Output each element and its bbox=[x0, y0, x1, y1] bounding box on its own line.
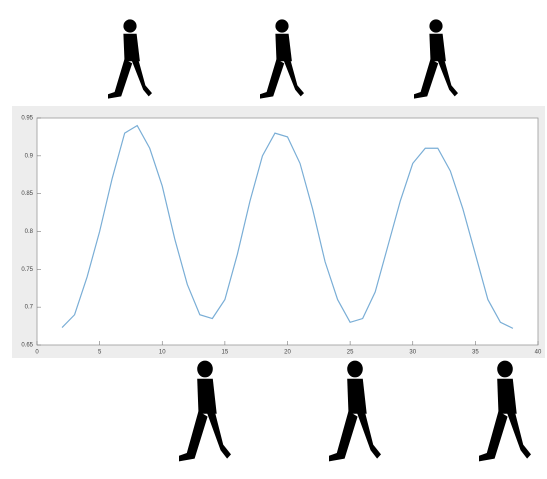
y-tick-label: 0.65 bbox=[21, 343, 33, 349]
y-tick-label: 0.8 bbox=[25, 229, 34, 235]
page: {"chart_data": {"type": "line", "x": [2,… bbox=[0, 0, 547, 479]
chart: 0.650.70.750.80.850.90.95051015202530354… bbox=[0, 0, 547, 479]
x-tick-label: 35 bbox=[472, 350, 479, 356]
walker-silhouette bbox=[414, 19, 458, 98]
walker-silhouette bbox=[479, 361, 531, 462]
y-tick-label: 0.85 bbox=[21, 191, 33, 197]
walker-silhouette bbox=[108, 19, 152, 98]
walker-silhouette bbox=[179, 361, 231, 462]
y-tick-label: 0.75 bbox=[21, 267, 33, 273]
x-tick-label: 15 bbox=[222, 350, 229, 356]
walker-silhouette bbox=[329, 361, 381, 462]
y-tick-label: 0.9 bbox=[25, 153, 34, 159]
x-tick-label: 25 bbox=[347, 350, 354, 356]
x-tick-label: 30 bbox=[409, 350, 416, 356]
x-tick-label: 10 bbox=[159, 350, 166, 356]
x-tick-label: 40 bbox=[535, 350, 542, 356]
y-tick-label: 0.7 bbox=[25, 305, 34, 311]
plot-area bbox=[37, 118, 538, 345]
x-tick-label: 20 bbox=[284, 350, 291, 356]
y-tick-label: 0.95 bbox=[21, 116, 33, 122]
walker-silhouette bbox=[260, 19, 304, 98]
